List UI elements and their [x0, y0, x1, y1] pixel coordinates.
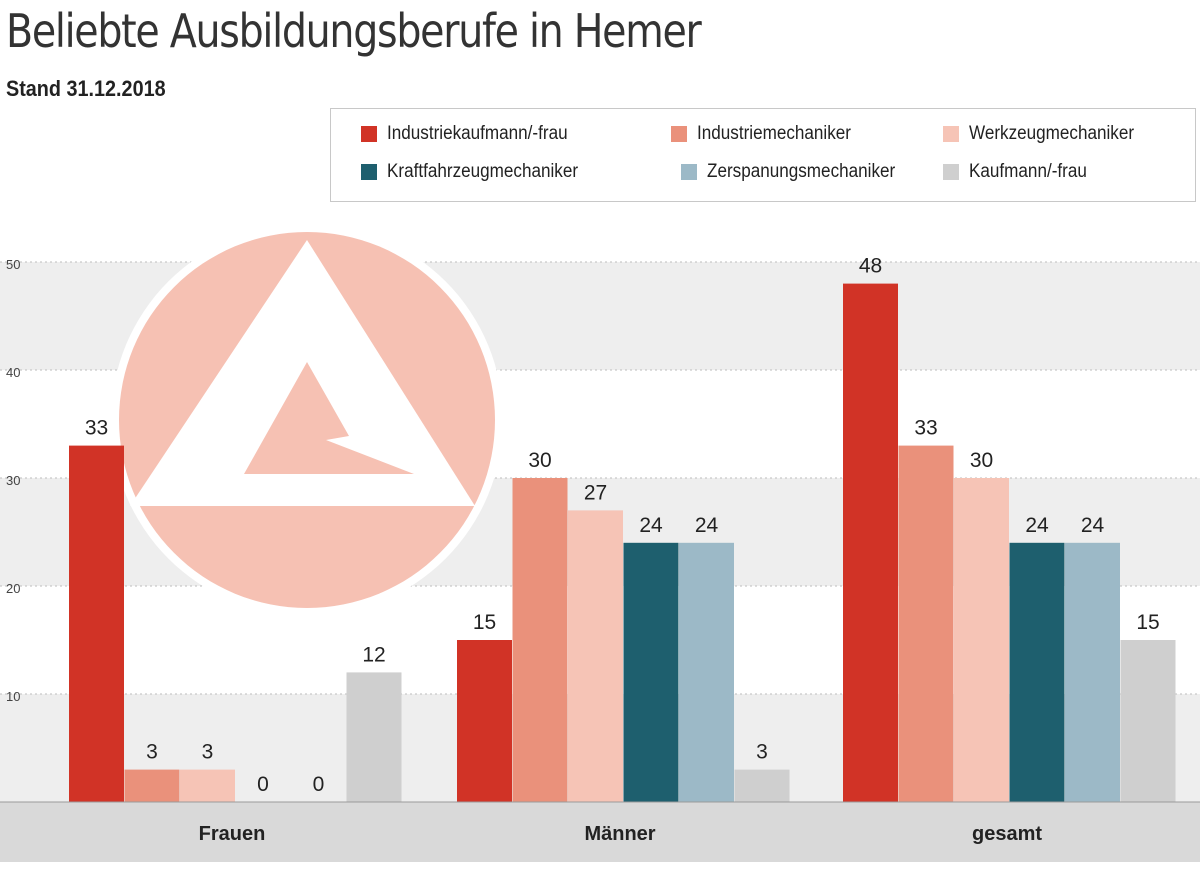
bar-value-label: 0	[257, 773, 269, 796]
logo-inner-shape	[244, 362, 414, 474]
legend-swatch	[361, 164, 377, 180]
bar	[954, 478, 1009, 802]
x-axis-band	[0, 802, 1200, 862]
bar-value-label: 3	[756, 741, 768, 764]
bar-value-label: 3	[202, 741, 214, 764]
bar-value-label: 24	[639, 514, 663, 537]
bar	[346, 672, 402, 802]
bar-value-label: 15	[1136, 611, 1159, 634]
bar-value-label: 3	[146, 741, 158, 764]
bar-value-label: 24	[695, 514, 719, 537]
x-category-label: gesamt	[972, 823, 1042, 845]
y-tick-label: 10	[6, 689, 20, 704]
legend-swatch	[943, 164, 959, 180]
legend-item: Kaufmann/-frau	[943, 161, 1100, 183]
legend-label: Industriekaufmann/-frau	[387, 123, 568, 144]
bar	[843, 283, 898, 803]
bar	[512, 478, 568, 802]
legend-item: Werkzeugmechaniker	[943, 123, 1152, 145]
legend-label: Industriemechaniker	[697, 123, 851, 144]
legend-label: Zerspanungsmechaniker	[707, 161, 896, 182]
legend-label: Kraftfahrzeugmechaniker	[387, 161, 579, 182]
bar-value-label: 33	[85, 417, 108, 440]
bar	[568, 510, 623, 802]
bar	[180, 769, 235, 802]
legend-swatch	[361, 126, 377, 142]
bar	[1009, 542, 1065, 802]
x-category-label: Frauen	[199, 823, 266, 845]
bar	[124, 769, 180, 802]
chart-legend: Industriekaufmann/-frau Industriemechani…	[330, 108, 1196, 202]
y-tick-label: 30	[6, 473, 20, 488]
agency-logo-watermark	[111, 224, 503, 616]
y-tick-label: 50	[6, 257, 20, 272]
bar-value-label: 48	[859, 255, 882, 278]
bar	[1120, 640, 1176, 802]
legend-item: Kraftfahrzeugmechaniker	[361, 161, 599, 183]
bar-value-label: 30	[970, 449, 993, 472]
legend-item: Industriemechaniker	[671, 123, 868, 145]
x-category-label: Männer	[584, 823, 655, 845]
bar-value-label: 0	[313, 773, 325, 796]
legend-label: Werkzeugmechaniker	[969, 123, 1135, 144]
bar	[1065, 542, 1120, 802]
bar-value-label: 27	[584, 481, 607, 504]
legend-item: Zerspanungsmechaniker	[681, 161, 916, 183]
bar-value-label: 30	[528, 449, 551, 472]
legend-swatch	[671, 126, 687, 142]
legend-swatch	[943, 126, 959, 142]
bar	[69, 445, 124, 802]
legend-swatch	[681, 164, 697, 180]
bar	[734, 769, 790, 802]
bar-value-label: 24	[1025, 514, 1049, 537]
y-tick-label: 40	[6, 365, 20, 380]
legend-item: Industriekaufmann/-frau	[361, 123, 588, 145]
bar	[898, 445, 954, 802]
bar-value-label: 33	[914, 417, 937, 440]
bar	[623, 542, 679, 802]
y-tick-label: 20	[6, 581, 20, 596]
legend-label: Kaufmann/-frau	[969, 161, 1087, 182]
chart-subtitle: Stand 31.12.2018	[6, 76, 166, 101]
bar-value-label: 15	[473, 611, 496, 634]
bar-value-label: 24	[1081, 514, 1105, 537]
bar-value-label: 12	[362, 643, 385, 666]
bar	[679, 542, 734, 802]
bar	[457, 640, 512, 802]
chart-title: Beliebte Ausbildungsberufe in Hemer	[6, 4, 702, 58]
